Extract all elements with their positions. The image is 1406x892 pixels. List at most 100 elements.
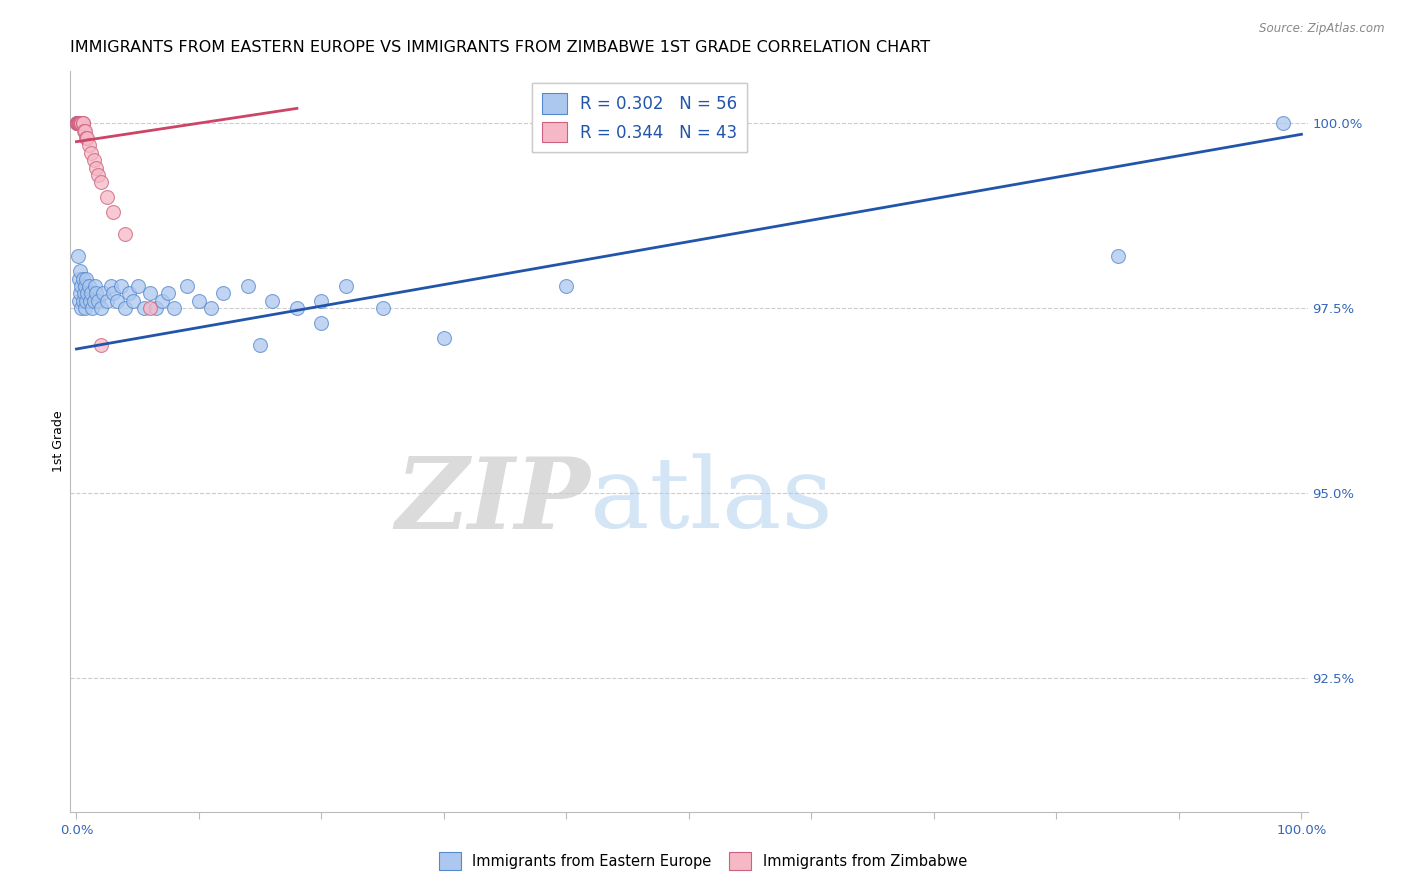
Point [66, 116, 89, 130]
Point [87, 168, 110, 182]
Point [67, 271, 90, 285]
Point [73, 123, 96, 137]
Point [262, 293, 284, 308]
Point [72, 116, 94, 130]
Point [66, 116, 89, 130]
Point [72, 271, 94, 285]
Point [66, 116, 89, 130]
Text: ZIP: ZIP [395, 452, 591, 549]
Point [75, 271, 97, 285]
Point [69, 116, 91, 130]
Point [93, 286, 115, 301]
Legend: R = 0.302   N = 56, R = 0.344   N = 43: R = 0.302 N = 56, R = 0.344 N = 43 [531, 83, 747, 153]
Point [96, 293, 118, 308]
Point [67, 116, 90, 130]
Point [139, 301, 162, 316]
Point [236, 279, 259, 293]
Point [67, 116, 90, 130]
Point [90, 175, 112, 189]
Point [72, 293, 94, 308]
Point [67, 116, 90, 130]
Point [67, 116, 90, 130]
Point [67, 116, 90, 130]
Point [69, 116, 91, 130]
Point [80, 286, 103, 301]
Point [121, 293, 143, 308]
Point [83, 153, 105, 168]
Point [83, 293, 105, 308]
Point [176, 279, 198, 293]
Point [76, 131, 98, 145]
Point [73, 123, 96, 137]
Point [118, 286, 141, 301]
Point [90, 301, 112, 316]
Point [84, 286, 107, 301]
Point [72, 116, 94, 130]
Point [75, 131, 97, 145]
Point [249, 338, 271, 352]
Point [96, 190, 118, 204]
Point [101, 205, 124, 219]
Point [66, 116, 89, 130]
Point [127, 279, 149, 293]
Point [80, 145, 103, 160]
Point [73, 301, 96, 316]
Point [371, 301, 394, 316]
Point [163, 301, 186, 316]
Point [69, 286, 91, 301]
Point [114, 227, 136, 242]
Point [110, 279, 132, 293]
Point [67, 116, 90, 130]
Point [67, 116, 90, 130]
Point [311, 316, 333, 330]
Point [77, 279, 100, 293]
Point [555, 279, 578, 293]
Point [73, 286, 96, 301]
Point [150, 293, 173, 308]
Point [66, 116, 89, 130]
Point [157, 286, 180, 301]
Point [145, 301, 167, 316]
Point [335, 279, 357, 293]
Point [66, 116, 89, 130]
Point [70, 301, 93, 316]
Point [433, 331, 456, 345]
Point [101, 286, 124, 301]
Point [69, 264, 91, 278]
Point [77, 138, 100, 153]
Point [1272, 116, 1295, 130]
Point [70, 116, 93, 130]
Text: IMMIGRANTS FROM EASTERN EUROPE VS IMMIGRANTS FROM ZIMBABWE 1ST GRADE CORRELATION: IMMIGRANTS FROM EASTERN EUROPE VS IMMIGR… [70, 40, 931, 55]
Point [69, 116, 91, 130]
Point [311, 293, 333, 308]
Point [187, 293, 209, 308]
Point [67, 293, 90, 308]
Point [79, 293, 101, 308]
Point [105, 293, 128, 308]
Point [212, 286, 235, 301]
Point [73, 279, 96, 293]
Point [139, 286, 162, 301]
Point [75, 293, 97, 308]
Point [67, 116, 90, 130]
Y-axis label: 1st Grade: 1st Grade [52, 410, 65, 473]
Point [87, 293, 110, 308]
Point [70, 116, 93, 130]
Point [66, 116, 89, 130]
Point [66, 116, 89, 130]
Point [90, 338, 112, 352]
Point [69, 116, 91, 130]
Point [76, 286, 98, 301]
Legend: Immigrants from Eastern Europe, Immigrants from Zimbabwe: Immigrants from Eastern Europe, Immigran… [433, 847, 973, 876]
Point [67, 116, 90, 130]
Point [82, 301, 104, 316]
Point [1107, 249, 1129, 263]
Point [200, 301, 222, 316]
Point [132, 301, 155, 316]
Point [114, 301, 136, 316]
Point [66, 249, 89, 263]
Text: Source: ZipAtlas.com: Source: ZipAtlas.com [1260, 22, 1385, 36]
Point [100, 279, 122, 293]
Point [285, 301, 308, 316]
Point [83, 279, 105, 293]
